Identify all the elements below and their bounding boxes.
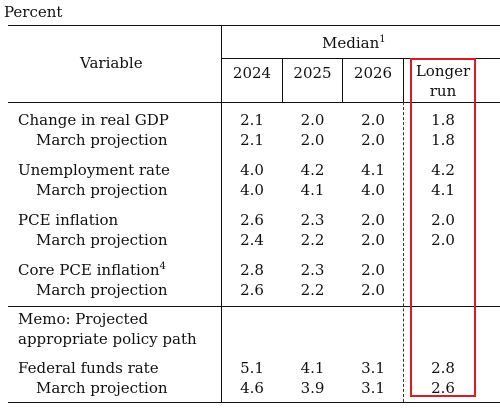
- row-label: March projection: [36, 379, 168, 397]
- table-cell: 4.0: [361, 181, 385, 199]
- table-cell: 2.2: [300, 281, 325, 299]
- table-cell: 2.3: [300, 211, 325, 229]
- row-label: March projection: [36, 231, 168, 249]
- memo-line-1: Memo: Projected: [18, 310, 149, 328]
- table-cell: 4.0: [240, 181, 264, 199]
- header-variable: Variable: [80, 54, 143, 72]
- median-rule: [222, 58, 500, 59]
- longer-run-highlight-box: [410, 58, 476, 397]
- table-cell: 4.1: [300, 181, 325, 199]
- row-label: Change in real GDP: [18, 111, 169, 129]
- table-cell: 2.0: [300, 111, 325, 129]
- bottom-rule: [8, 402, 500, 403]
- table-cell: 3.1: [361, 379, 385, 397]
- col-rule-longer-solid: [403, 58, 404, 102]
- table-cell: 2.8: [431, 359, 455, 377]
- table-cell: 2.0: [361, 211, 385, 229]
- table-cell: 2.0: [361, 231, 385, 249]
- row-label: March projection: [36, 181, 168, 199]
- table-cell: 2.1: [240, 131, 264, 149]
- table-cell: 4.2: [300, 161, 325, 179]
- table-cell: 3.9: [300, 379, 325, 397]
- row-label: March projection: [36, 131, 168, 149]
- table-cell: 4.2: [431, 161, 455, 179]
- top-rule: [8, 25, 500, 26]
- col-rule-longer-dashed: [403, 102, 404, 402]
- table-cell: 2.3: [300, 261, 325, 279]
- table-cell: 4.6: [240, 379, 264, 397]
- table-cell: 2.8: [240, 261, 264, 279]
- col-rule-2026: [342, 58, 343, 102]
- row-label: March projection: [36, 281, 168, 299]
- table-cell: 2.0: [431, 231, 455, 249]
- row-label: Federal funds rate: [18, 359, 159, 377]
- table-cell: 2.0: [300, 131, 325, 149]
- footnote-marker: 4: [159, 261, 166, 272]
- caption: Percent: [4, 3, 63, 21]
- table-cell: 4.1: [361, 161, 385, 179]
- table-cell: 1.8: [431, 111, 455, 129]
- table-cell: 2.0: [361, 261, 385, 279]
- header-longer-run-1: Longer: [415, 62, 471, 80]
- table-cell: 4.1: [431, 181, 455, 199]
- table-cell: 5.1: [240, 359, 264, 377]
- table-cell: 1.8: [431, 131, 455, 149]
- table-cell: 2.0: [361, 131, 385, 149]
- table-cell: 3.1: [361, 359, 385, 377]
- header-median: Median1: [322, 34, 386, 52]
- header-year-2026: 2026: [353, 64, 393, 82]
- table-cell: 2.0: [361, 111, 385, 129]
- table-cell: 2.0: [361, 281, 385, 299]
- table-cell: 2.6: [240, 281, 264, 299]
- table-cell: 4.1: [300, 359, 325, 377]
- table-cell: 4.0: [240, 161, 264, 179]
- table-cell: 2.6: [431, 379, 455, 397]
- table-cell: 2.1: [240, 111, 264, 129]
- footnote-marker: 1: [379, 34, 386, 45]
- memo-rule: [8, 306, 500, 307]
- header-year-2025: 2025: [293, 64, 332, 82]
- memo-line-2: appropriate policy path: [18, 330, 197, 348]
- table-cell: 2.0: [431, 211, 455, 229]
- row-label: Core PCE inflation4: [18, 261, 166, 279]
- table-cell: 2.4: [240, 231, 264, 249]
- table-cell: 2.2: [300, 231, 325, 249]
- variable-col-rule: [221, 25, 222, 402]
- row-label: PCE inflation: [18, 211, 119, 229]
- header-rule: [8, 102, 500, 103]
- col-rule-2025: [282, 58, 283, 102]
- header-longer-run-2: run: [429, 82, 457, 100]
- table-cell: 2.6: [240, 211, 264, 229]
- header-year-2024: 2024: [232, 64, 272, 82]
- row-label: Unemployment rate: [18, 161, 170, 179]
